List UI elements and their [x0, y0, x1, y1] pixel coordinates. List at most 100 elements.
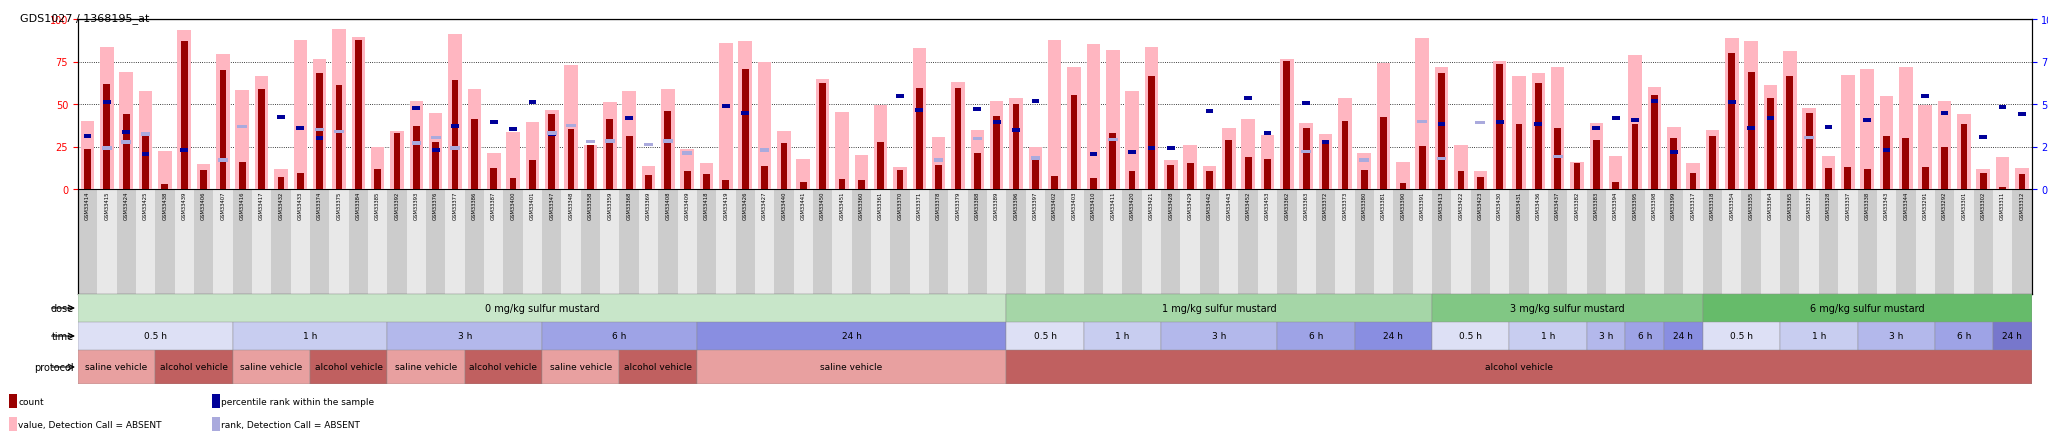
Bar [1128, 150, 1137, 155]
Bar [213, 190, 233, 294]
Text: GSM33451: GSM33451 [840, 191, 844, 220]
Text: 0 mg/kg sulfur mustard: 0 mg/kg sulfur mustard [485, 303, 600, 313]
Bar [1645, 190, 1665, 294]
Bar [1006, 190, 1026, 294]
Bar [1202, 167, 1217, 190]
Bar [174, 190, 195, 294]
Bar [412, 107, 420, 111]
Bar [1612, 183, 1620, 190]
Bar [1665, 190, 1683, 294]
Bar [258, 89, 264, 190]
Bar [1354, 322, 1432, 350]
Bar [897, 95, 903, 99]
Bar [623, 92, 637, 190]
Bar [1090, 153, 1098, 157]
Bar [831, 190, 852, 294]
Text: GSM33406: GSM33406 [201, 191, 207, 220]
Text: saline vehicle: saline vehicle [821, 363, 883, 372]
Text: GSM33363: GSM33363 [1305, 191, 1309, 220]
Bar [1438, 74, 1446, 190]
Text: GSM33426: GSM33426 [743, 191, 748, 220]
Text: 1 h: 1 h [1812, 332, 1827, 341]
Text: GSM33436: GSM33436 [1536, 191, 1540, 220]
Bar [1032, 157, 1038, 190]
Bar [971, 130, 985, 190]
Bar [1432, 322, 1509, 350]
Bar [156, 190, 174, 294]
Text: GSM33430: GSM33430 [1497, 191, 1501, 220]
Bar [526, 123, 539, 190]
Bar [1161, 322, 1278, 350]
Bar [1606, 190, 1626, 294]
Text: GSM33408: GSM33408 [666, 191, 670, 220]
Bar [1683, 190, 1702, 294]
Bar [1942, 112, 1948, 116]
Bar [993, 116, 999, 190]
Bar [1006, 294, 1432, 322]
Text: GSM33439: GSM33439 [182, 191, 186, 220]
Bar [567, 129, 575, 190]
Bar [197, 165, 211, 190]
Bar [1415, 39, 1430, 190]
Bar [471, 120, 477, 190]
Bar [233, 322, 387, 350]
Text: GSM33443: GSM33443 [1227, 191, 1231, 220]
Text: 6 h: 6 h [1638, 332, 1653, 341]
Bar [102, 100, 111, 105]
Bar [1554, 128, 1561, 190]
Bar [510, 128, 516, 132]
Bar [1354, 190, 1374, 294]
Bar [1571, 163, 1583, 190]
Bar [528, 101, 537, 105]
Bar [1167, 166, 1174, 190]
Bar [2017, 113, 2025, 117]
Bar [180, 42, 188, 190]
Text: 24 h: 24 h [1382, 332, 1403, 341]
Bar [682, 152, 692, 155]
Bar [758, 63, 772, 190]
Bar [252, 190, 270, 294]
Bar [838, 179, 846, 190]
Bar [1083, 190, 1104, 294]
Bar [948, 190, 967, 294]
Bar [719, 44, 733, 190]
Bar [1280, 60, 1294, 190]
Text: GSM33390: GSM33390 [1401, 191, 1405, 220]
Bar [1702, 322, 1780, 350]
Bar [1880, 96, 1892, 190]
Text: GSM33418: GSM33418 [705, 191, 709, 220]
Bar [217, 159, 227, 162]
Bar [760, 149, 770, 152]
Bar [274, 170, 287, 190]
Bar [1800, 190, 1819, 294]
Bar [1030, 157, 1040, 161]
Bar [117, 190, 135, 294]
Bar [684, 171, 690, 190]
Bar [932, 138, 946, 190]
Bar [213, 394, 219, 408]
Bar [233, 350, 309, 384]
Bar [336, 85, 342, 190]
Bar [369, 190, 387, 294]
Bar [547, 132, 557, 135]
Text: GSM33378: GSM33378 [936, 191, 942, 220]
Bar [543, 190, 561, 294]
Bar [78, 190, 96, 294]
Bar [1419, 147, 1425, 190]
Bar [1882, 149, 1890, 153]
Text: saline vehicle: saline vehicle [549, 363, 612, 372]
Bar [522, 190, 543, 294]
Text: GSM33427: GSM33427 [762, 191, 768, 220]
Bar [1651, 95, 1657, 190]
Bar [1432, 190, 1452, 294]
Text: GSM33399: GSM33399 [1671, 191, 1675, 220]
Text: GSM33429: GSM33429 [1188, 191, 1192, 220]
Bar [217, 55, 229, 190]
Bar [1065, 190, 1083, 294]
Bar [489, 121, 498, 125]
Bar [1161, 190, 1180, 294]
Bar [453, 81, 459, 190]
Bar [1780, 322, 1858, 350]
Bar [602, 103, 616, 190]
Bar [639, 190, 657, 294]
